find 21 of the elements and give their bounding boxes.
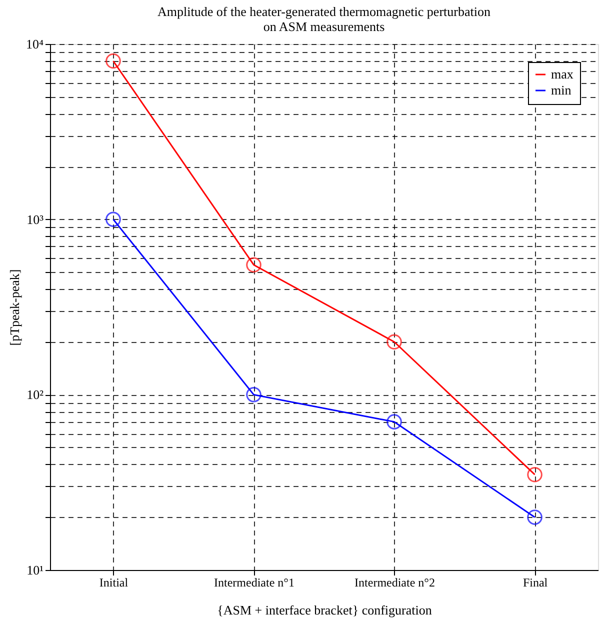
x-tick-label: Initial bbox=[99, 576, 129, 590]
y-tick-label: 10⁴ bbox=[26, 36, 44, 52]
point bbox=[527, 466, 542, 482]
x-axis-title: {ASM + interface bracket} configuration bbox=[217, 602, 432, 618]
chart-title: Amplitude of the heater-generated thermomagnetic perturbation on ASM measurements bbox=[158, 4, 491, 34]
x-tick-label: Intermediate n°1 bbox=[214, 576, 294, 590]
x-tick-label: Intermediate n°2 bbox=[354, 576, 435, 590]
point bbox=[386, 414, 402, 430]
point bbox=[527, 510, 542, 525]
point bbox=[246, 387, 262, 402]
y-tick-label: 10¹ bbox=[26, 562, 44, 578]
y-axis-title: [pTpeak-peak] bbox=[6, 269, 22, 346]
point bbox=[386, 334, 402, 350]
y-tick-label: 10² bbox=[26, 387, 44, 402]
x-tick-label: Final bbox=[522, 576, 548, 590]
legend-label: max bbox=[551, 66, 574, 82]
point bbox=[106, 53, 121, 69]
legend-label: min bbox=[551, 82, 572, 98]
point bbox=[246, 257, 262, 272]
point bbox=[106, 212, 121, 227]
y-tick-label: 10³ bbox=[26, 212, 44, 227]
